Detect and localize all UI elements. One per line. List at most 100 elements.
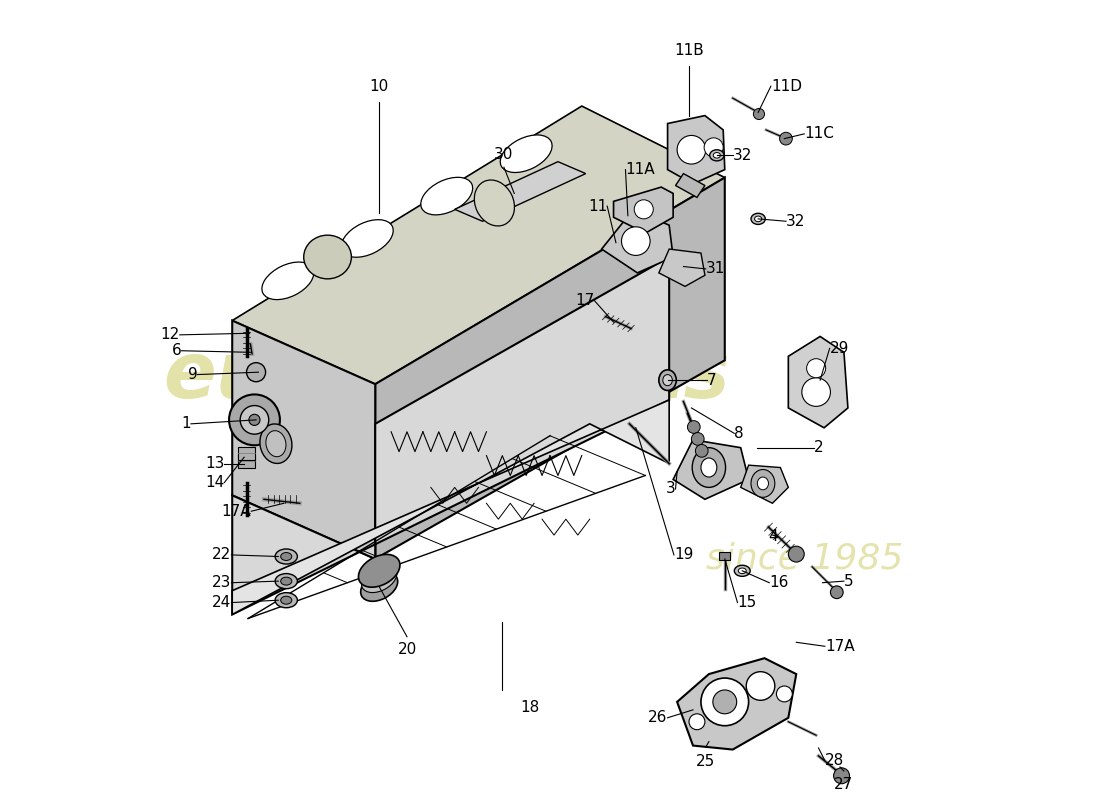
Ellipse shape [275, 549, 297, 564]
Circle shape [777, 686, 792, 702]
Text: 18: 18 [520, 700, 540, 715]
Ellipse shape [663, 374, 672, 386]
Text: 26: 26 [648, 710, 668, 726]
Text: 11: 11 [588, 198, 607, 214]
Polygon shape [675, 174, 705, 198]
Text: 11B: 11B [674, 43, 704, 58]
Text: 11C: 11C [804, 126, 834, 142]
Circle shape [692, 433, 704, 446]
Bar [238, 455, 255, 467]
Circle shape [689, 714, 705, 730]
Circle shape [834, 768, 849, 784]
Text: 14: 14 [205, 475, 224, 490]
Text: a part of since 1985: a part of since 1985 [273, 467, 509, 491]
Ellipse shape [710, 150, 724, 161]
Circle shape [695, 445, 708, 457]
Circle shape [621, 227, 650, 255]
Text: 29: 29 [829, 341, 849, 356]
Text: 4: 4 [769, 529, 778, 544]
Ellipse shape [359, 554, 400, 587]
Polygon shape [454, 162, 586, 222]
Text: 31: 31 [706, 262, 725, 277]
Ellipse shape [692, 448, 726, 487]
Circle shape [754, 109, 764, 119]
Text: 7: 7 [706, 373, 716, 388]
Text: 9: 9 [187, 367, 197, 382]
Text: 10: 10 [370, 79, 388, 94]
Text: 15: 15 [737, 595, 757, 610]
Text: 17: 17 [575, 293, 594, 308]
Text: 11D: 11D [771, 78, 802, 94]
Ellipse shape [738, 568, 746, 574]
Ellipse shape [755, 216, 761, 222]
Text: eurocarparts: eurocarparts [163, 338, 730, 414]
Bar [719, 552, 730, 560]
Ellipse shape [362, 565, 397, 593]
Circle shape [246, 362, 265, 382]
Polygon shape [668, 115, 725, 184]
Ellipse shape [500, 135, 552, 173]
Circle shape [780, 132, 792, 145]
Ellipse shape [280, 553, 292, 561]
Ellipse shape [713, 153, 721, 158]
Text: 13: 13 [205, 456, 224, 471]
Circle shape [806, 358, 826, 378]
Ellipse shape [751, 214, 766, 225]
Text: 17A: 17A [222, 504, 251, 518]
Text: since 1985: since 1985 [705, 542, 903, 576]
Text: 8: 8 [735, 426, 744, 441]
Circle shape [635, 200, 653, 219]
Text: 5: 5 [844, 574, 854, 589]
Text: 1: 1 [182, 416, 191, 431]
Circle shape [789, 546, 804, 562]
Ellipse shape [260, 424, 292, 463]
Text: 2: 2 [814, 440, 824, 455]
Ellipse shape [341, 220, 393, 258]
Circle shape [249, 414, 260, 426]
Text: 19: 19 [674, 547, 693, 562]
Text: 16: 16 [769, 575, 789, 590]
Text: 28: 28 [825, 753, 844, 768]
Text: 12: 12 [161, 327, 179, 342]
Text: 27: 27 [834, 778, 854, 792]
Ellipse shape [735, 566, 750, 576]
Text: 17A: 17A [825, 638, 855, 654]
Polygon shape [375, 178, 725, 559]
Polygon shape [614, 187, 673, 233]
Circle shape [802, 378, 830, 406]
Ellipse shape [474, 180, 515, 226]
Circle shape [688, 421, 701, 434]
Circle shape [830, 586, 844, 598]
Text: 30: 30 [494, 146, 514, 162]
Circle shape [240, 406, 268, 434]
Bar [238, 447, 255, 459]
Polygon shape [232, 400, 669, 614]
Ellipse shape [275, 574, 297, 589]
Circle shape [678, 135, 706, 164]
Polygon shape [232, 257, 669, 614]
Polygon shape [678, 658, 796, 750]
Text: 11A: 11A [626, 162, 656, 177]
Text: 3: 3 [666, 482, 675, 497]
Text: 22: 22 [212, 547, 231, 562]
Circle shape [701, 678, 749, 726]
Ellipse shape [757, 477, 769, 490]
Polygon shape [602, 210, 673, 273]
Polygon shape [659, 249, 705, 286]
Ellipse shape [659, 370, 676, 390]
Text: 32: 32 [785, 214, 805, 229]
Circle shape [746, 672, 774, 700]
Circle shape [713, 690, 737, 714]
Polygon shape [673, 440, 749, 499]
Ellipse shape [280, 577, 292, 585]
Ellipse shape [280, 596, 292, 604]
Ellipse shape [751, 470, 774, 498]
Circle shape [704, 138, 723, 157]
Polygon shape [232, 321, 375, 559]
Text: 25: 25 [696, 754, 715, 769]
Ellipse shape [304, 235, 351, 279]
Ellipse shape [361, 572, 398, 602]
Ellipse shape [701, 458, 717, 477]
Ellipse shape [262, 262, 314, 300]
Text: 20: 20 [397, 642, 417, 658]
